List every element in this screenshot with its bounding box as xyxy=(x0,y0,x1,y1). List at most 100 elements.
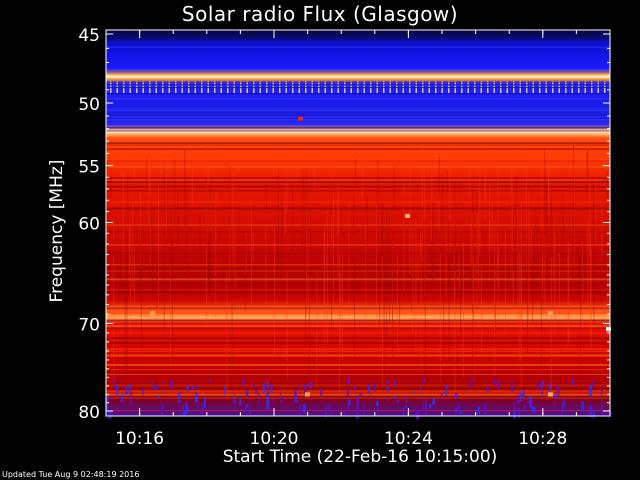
spectrogram-speckle xyxy=(196,384,198,391)
spectrogram-speckle xyxy=(454,392,458,400)
x-axis-label: Start Time (22-Feb-16 10:15:00) xyxy=(223,447,498,467)
spectrogram-flicker xyxy=(519,251,521,364)
spectrogram-flicker xyxy=(339,273,341,347)
spectrogram-flicker xyxy=(593,182,595,323)
spectrogram-speckle xyxy=(233,394,236,404)
spectrogram-streak xyxy=(106,252,610,254)
spectrogram-speckle xyxy=(356,398,360,411)
spectrogram-flicker xyxy=(515,175,517,305)
spectrogram-flicker xyxy=(412,221,414,333)
spectrogram-flicker xyxy=(525,144,527,274)
spectrogram-flicker xyxy=(326,209,328,345)
spectrogram-flicker xyxy=(497,245,499,319)
spectrogram-flicker xyxy=(286,152,288,214)
spectrogram-streak xyxy=(106,340,610,342)
spectrogram-flicker xyxy=(208,240,210,296)
spectrogram-flicker xyxy=(133,147,135,179)
spectrogram-flicker xyxy=(309,228,311,255)
spectrogram-speckle xyxy=(346,389,350,397)
spectrogram-streak xyxy=(106,180,610,183)
spectrogram-speckle xyxy=(520,391,522,402)
spectrogram-speckle xyxy=(356,408,359,419)
spectrogram-speckle xyxy=(518,408,520,418)
spectrogram-flicker xyxy=(554,233,556,336)
spectrogram-flicker xyxy=(229,176,231,283)
spectrogram-flicker xyxy=(354,258,356,361)
spectrogram-flicker xyxy=(548,158,550,216)
spectrogram-flicker xyxy=(274,229,276,355)
spectrogram-streak xyxy=(106,144,610,146)
spectrogram-flicker xyxy=(166,173,168,237)
spectrogram-speckle xyxy=(279,391,282,396)
spectrogram-blue-line xyxy=(106,126,610,128)
spectrogram-speckle xyxy=(523,404,526,411)
spectrogram-streak xyxy=(106,148,610,151)
spectrogram-speckle xyxy=(513,401,516,411)
spectrogram-streak xyxy=(106,177,610,180)
spectrogram-streak xyxy=(106,327,610,330)
spectrogram-flicker xyxy=(415,218,417,351)
spectrogram-flicker xyxy=(106,241,108,310)
spectrogram-speckle xyxy=(455,407,458,413)
spectrogram-streak xyxy=(106,166,610,168)
spectrogram-speckle xyxy=(161,405,164,412)
spectrogram-flicker xyxy=(532,235,534,324)
spectrogram-flicker xyxy=(191,152,193,206)
spectrogram-flicker xyxy=(379,252,381,325)
spectrogram-streak xyxy=(106,207,610,210)
spectrogram-flicker xyxy=(489,185,491,281)
spectrogram-speckle xyxy=(121,394,124,401)
spectrogram-speckle xyxy=(320,387,323,397)
spectrogram-speckle xyxy=(425,405,427,416)
spectrogram-speckle xyxy=(262,383,266,393)
spectrogram-flicker xyxy=(567,250,569,347)
spectrogram-speckle xyxy=(548,382,551,393)
spectrogram-flicker xyxy=(472,189,474,313)
spectrogram-speckle xyxy=(563,398,566,408)
spectrogram-speckle xyxy=(343,409,346,417)
spectrogram-flicker xyxy=(234,226,236,289)
spectrogram-speckle xyxy=(571,378,575,386)
spectrogram-speckle xyxy=(591,380,595,387)
axes: 45 50 55 60 70 80 10:16 10:20 10:24 10:28 Start Ti… xyxy=(47,26,611,467)
spectrogram-speckle xyxy=(414,406,416,410)
spectrogram-streak xyxy=(106,348,610,351)
spectrogram-blue-line xyxy=(106,71,610,73)
spectrogram-blue-line xyxy=(106,84,610,86)
x-tick-label: 10:24 xyxy=(384,429,433,449)
spectrogram-speckle xyxy=(304,384,307,395)
spectrogram-flicker xyxy=(205,145,207,222)
spectrogram-flicker xyxy=(110,172,112,198)
spectrogram-flicker xyxy=(484,159,486,220)
spectrogram-streak xyxy=(106,325,610,328)
spectrogram-speckle xyxy=(249,410,251,416)
spectrogram-flicker xyxy=(389,212,391,324)
spectrogram-flicker xyxy=(449,258,451,300)
spectrogram-speckle xyxy=(527,400,530,404)
spectrogram-flicker xyxy=(129,220,131,335)
spectrogram-streak xyxy=(106,384,610,386)
y-tick-label: 45 xyxy=(78,26,100,46)
spectrogram-streak xyxy=(106,351,610,353)
spectrogram-flicker xyxy=(438,201,440,232)
spectrogram-speckle xyxy=(402,407,404,417)
spectrogram-speckle xyxy=(387,397,389,401)
spectrogram-hotspot xyxy=(548,392,553,397)
spectrogram-speckle xyxy=(377,407,379,412)
spectrogram-flicker xyxy=(163,226,165,337)
spectrogram-flicker xyxy=(552,219,554,259)
spectrogram-flicker xyxy=(383,260,385,383)
spectrogram-flicker xyxy=(323,229,325,310)
spectrogram-speckle xyxy=(532,407,534,413)
spectrogram-flicker xyxy=(382,257,384,388)
spectrogram-flicker xyxy=(127,174,129,219)
spectrogram-flicker xyxy=(106,160,108,229)
spectrogram-speckle xyxy=(565,381,568,385)
spectrogram-streak xyxy=(106,355,610,357)
spectrogram-flicker xyxy=(365,223,367,321)
spectrogram-speckle xyxy=(298,404,301,416)
spectrogram-speckle xyxy=(327,404,331,411)
spectrogram-speckle xyxy=(541,384,543,397)
spectrogram-speckle xyxy=(347,378,350,385)
spectrogram-streak xyxy=(106,142,610,145)
